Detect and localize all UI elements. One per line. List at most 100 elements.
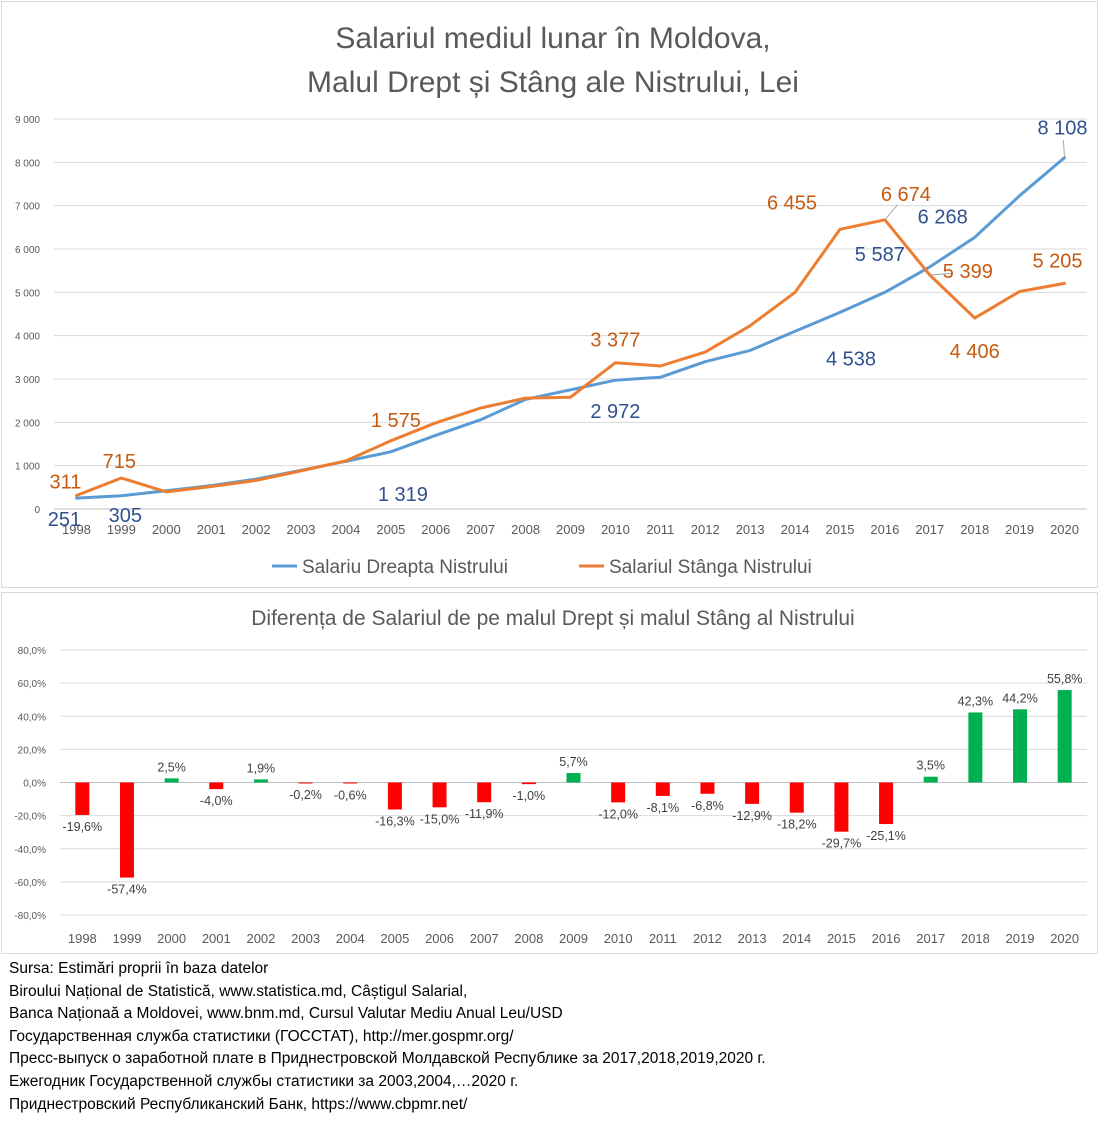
bar-value-label: 5,7% [559, 755, 588, 769]
bar-value-label: 1,9% [247, 761, 276, 775]
bar-value-label: 42,3% [958, 694, 993, 708]
bar-value-label: -11,9% [465, 807, 504, 821]
bar-chart-title: Diferența de Salariul de pe malul Drept … [251, 607, 854, 630]
data-label: 6 674 [881, 184, 931, 206]
line-chart-legend: Salariu Dreapta Nistrului Salariul Stâng… [272, 557, 812, 578]
y-tick-label: 3 000 [15, 375, 40, 386]
bar-value-label: 44,2% [1002, 691, 1037, 705]
x-tick-label: 2004 [336, 931, 365, 946]
bar-value-label: 3,5% [916, 759, 945, 773]
x-tick-label: 2003 [291, 931, 320, 946]
bar [1013, 709, 1028, 783]
y-tick-label: 2 000 [15, 418, 40, 429]
x-tick-label: 2018 [961, 931, 990, 946]
bar [923, 776, 938, 783]
data-label: 5 587 [855, 244, 905, 266]
salary-line-chart-panel: Salariul mediul lunar în Moldova, Malul … [1, 1, 1098, 588]
x-tick-label: 2015 [827, 931, 856, 946]
y-tick-label: 4 000 [15, 332, 40, 343]
x-tick-label: 2020 [1050, 931, 1079, 946]
bar-value-label: -12,9% [732, 809, 772, 823]
y-tick-label: -80,0% [14, 911, 46, 922]
difference-bar-chart: Diferența de Salariul de pe malul Drept … [14, 607, 1087, 946]
sources-note: Sursa: Estimări proprii în baza datelor B… [9, 958, 1094, 1116]
source-line: Приднестровский Республиканский Банк, ht… [9, 1095, 468, 1113]
x-tick-label: 2014 [781, 522, 810, 537]
bar-value-label: -19,6% [63, 820, 103, 834]
x-tick-label: 2005 [380, 931, 409, 946]
series-line-left-bank [75, 218, 1066, 497]
x-tick-label: 2012 [691, 522, 720, 537]
y-tick-label: 20,0% [18, 745, 46, 756]
x-tick-label: 2004 [331, 522, 360, 537]
y-tick-label: 0 [34, 505, 40, 516]
y-tick-label: 9 000 [15, 115, 40, 126]
x-tick-label: 1998 [62, 522, 91, 537]
bar-value-label: -1,0% [513, 789, 546, 803]
line-chart-title-line1: Salariul mediul lunar în Moldova, [335, 22, 770, 55]
x-tick-label: 2013 [738, 931, 767, 946]
bar [968, 712, 983, 783]
bar-value-label: -16,3% [375, 814, 415, 828]
x-tick-label: 2018 [960, 522, 989, 537]
data-label: 5 205 [1033, 250, 1083, 272]
bar [477, 782, 492, 803]
x-tick-label: 2010 [604, 931, 633, 946]
legend-label-left-bank: Salariul Stânga Nistrului [609, 557, 812, 578]
y-tick-label: 60,0% [18, 679, 46, 690]
x-tick-label: 2003 [287, 522, 316, 537]
data-label-leader [929, 272, 953, 276]
bar-value-label: -0,2% [289, 788, 322, 802]
x-tick-label: 2017 [915, 522, 944, 537]
bar [164, 778, 179, 783]
x-tick-label: 2001 [197, 522, 226, 537]
x-tick-label: 1998 [68, 931, 97, 946]
data-label-leader [1062, 140, 1066, 158]
bar-value-label: -29,7% [822, 837, 862, 851]
difference-bar-chart-panel: Diferența de Salariul de pe malul Drept … [1, 592, 1098, 954]
x-tick-label: 2013 [736, 522, 765, 537]
x-tick-label: 2011 [649, 931, 677, 946]
salary-line-chart: Salariul mediul lunar în Moldova, Malul … [15, 22, 1088, 578]
x-tick-label: 2012 [693, 931, 722, 946]
data-label: 251 [48, 509, 81, 531]
y-tick-label: 5 000 [15, 288, 40, 299]
y-tick-label: 80,0% [18, 646, 46, 657]
x-tick-label: 2019 [1006, 931, 1035, 946]
bar-value-label: -57,4% [107, 883, 147, 897]
x-tick-label: 2011 [646, 522, 674, 537]
source-line: Ежегодник Государственной службы статист… [9, 1072, 519, 1090]
bar [432, 782, 447, 808]
x-tick-label: 1999 [113, 931, 142, 946]
data-label: 1 575 [371, 410, 421, 432]
x-tick-label: 2016 [872, 931, 901, 946]
bar [789, 782, 804, 813]
bar [700, 782, 715, 794]
bar [209, 782, 224, 790]
data-label: 2 972 [590, 401, 640, 423]
data-label: 311 [50, 472, 82, 494]
bar-value-label: -12,0% [598, 807, 638, 821]
bar [253, 779, 268, 783]
y-tick-label: 0,0% [23, 779, 46, 790]
data-label: 8 108 [1038, 118, 1088, 140]
x-tick-label: 2008 [511, 522, 540, 537]
bar-value-label: 2,5% [157, 760, 186, 774]
y-tick-label: 40,0% [18, 712, 46, 723]
bar-value-label: -18,2% [777, 818, 817, 832]
data-label: 305 [109, 505, 142, 527]
bar-value-label: 55,8% [1047, 672, 1082, 686]
x-tick-label: 2001 [202, 931, 231, 946]
x-tick-label: 2020 [1050, 522, 1079, 537]
data-label: 1 319 [378, 484, 428, 506]
series-line-right-bank [75, 156, 1066, 500]
x-tick-label: 2008 [514, 931, 543, 946]
x-tick-label: 2000 [157, 931, 186, 946]
x-tick-label: 2015 [826, 522, 855, 537]
x-tick-label: 2002 [246, 931, 275, 946]
bar [1057, 690, 1072, 783]
data-label: 715 [103, 451, 136, 473]
bar [521, 782, 536, 785]
x-tick-label: 2007 [470, 931, 499, 946]
x-tick-label: 2002 [242, 522, 271, 537]
